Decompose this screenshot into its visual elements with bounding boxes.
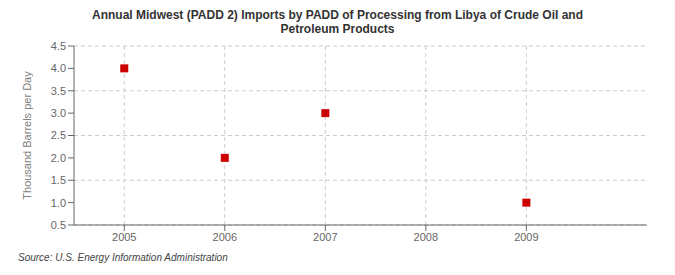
svg-text:2.0: 2.0 [51, 152, 66, 164]
html-text:Annual Midwest (PADD 2) Import: Annual Midwest (PADD 2) Imports by PADD … [92, 8, 583, 36]
svg-text:0.5: 0.5 [51, 219, 66, 231]
svg-text:2006: 2006 [213, 231, 237, 243]
svg-text:2007: 2007 [313, 231, 337, 243]
svg-text:4.5: 4.5 [51, 40, 66, 52]
svg-text:4.0: 4.0 [51, 62, 66, 74]
svg-text:1.5: 1.5 [51, 174, 66, 186]
svg-text:2005: 2005 [112, 231, 136, 243]
svg-text:1.0: 1.0 [51, 197, 66, 209]
svg-text:2.5: 2.5 [51, 129, 66, 141]
svg-text:2008: 2008 [414, 231, 438, 243]
html-text:Source: U.S. Energy Informatio: Source: U.S. Energy Information Administ… [18, 252, 228, 263]
svg-text:Thousand Barrels per Day: Thousand Barrels per Day [21, 71, 33, 200]
svg-text:3.5: 3.5 [51, 85, 66, 97]
svg-text:3.0: 3.0 [51, 107, 66, 119]
svg-text:2009: 2009 [514, 231, 538, 243]
